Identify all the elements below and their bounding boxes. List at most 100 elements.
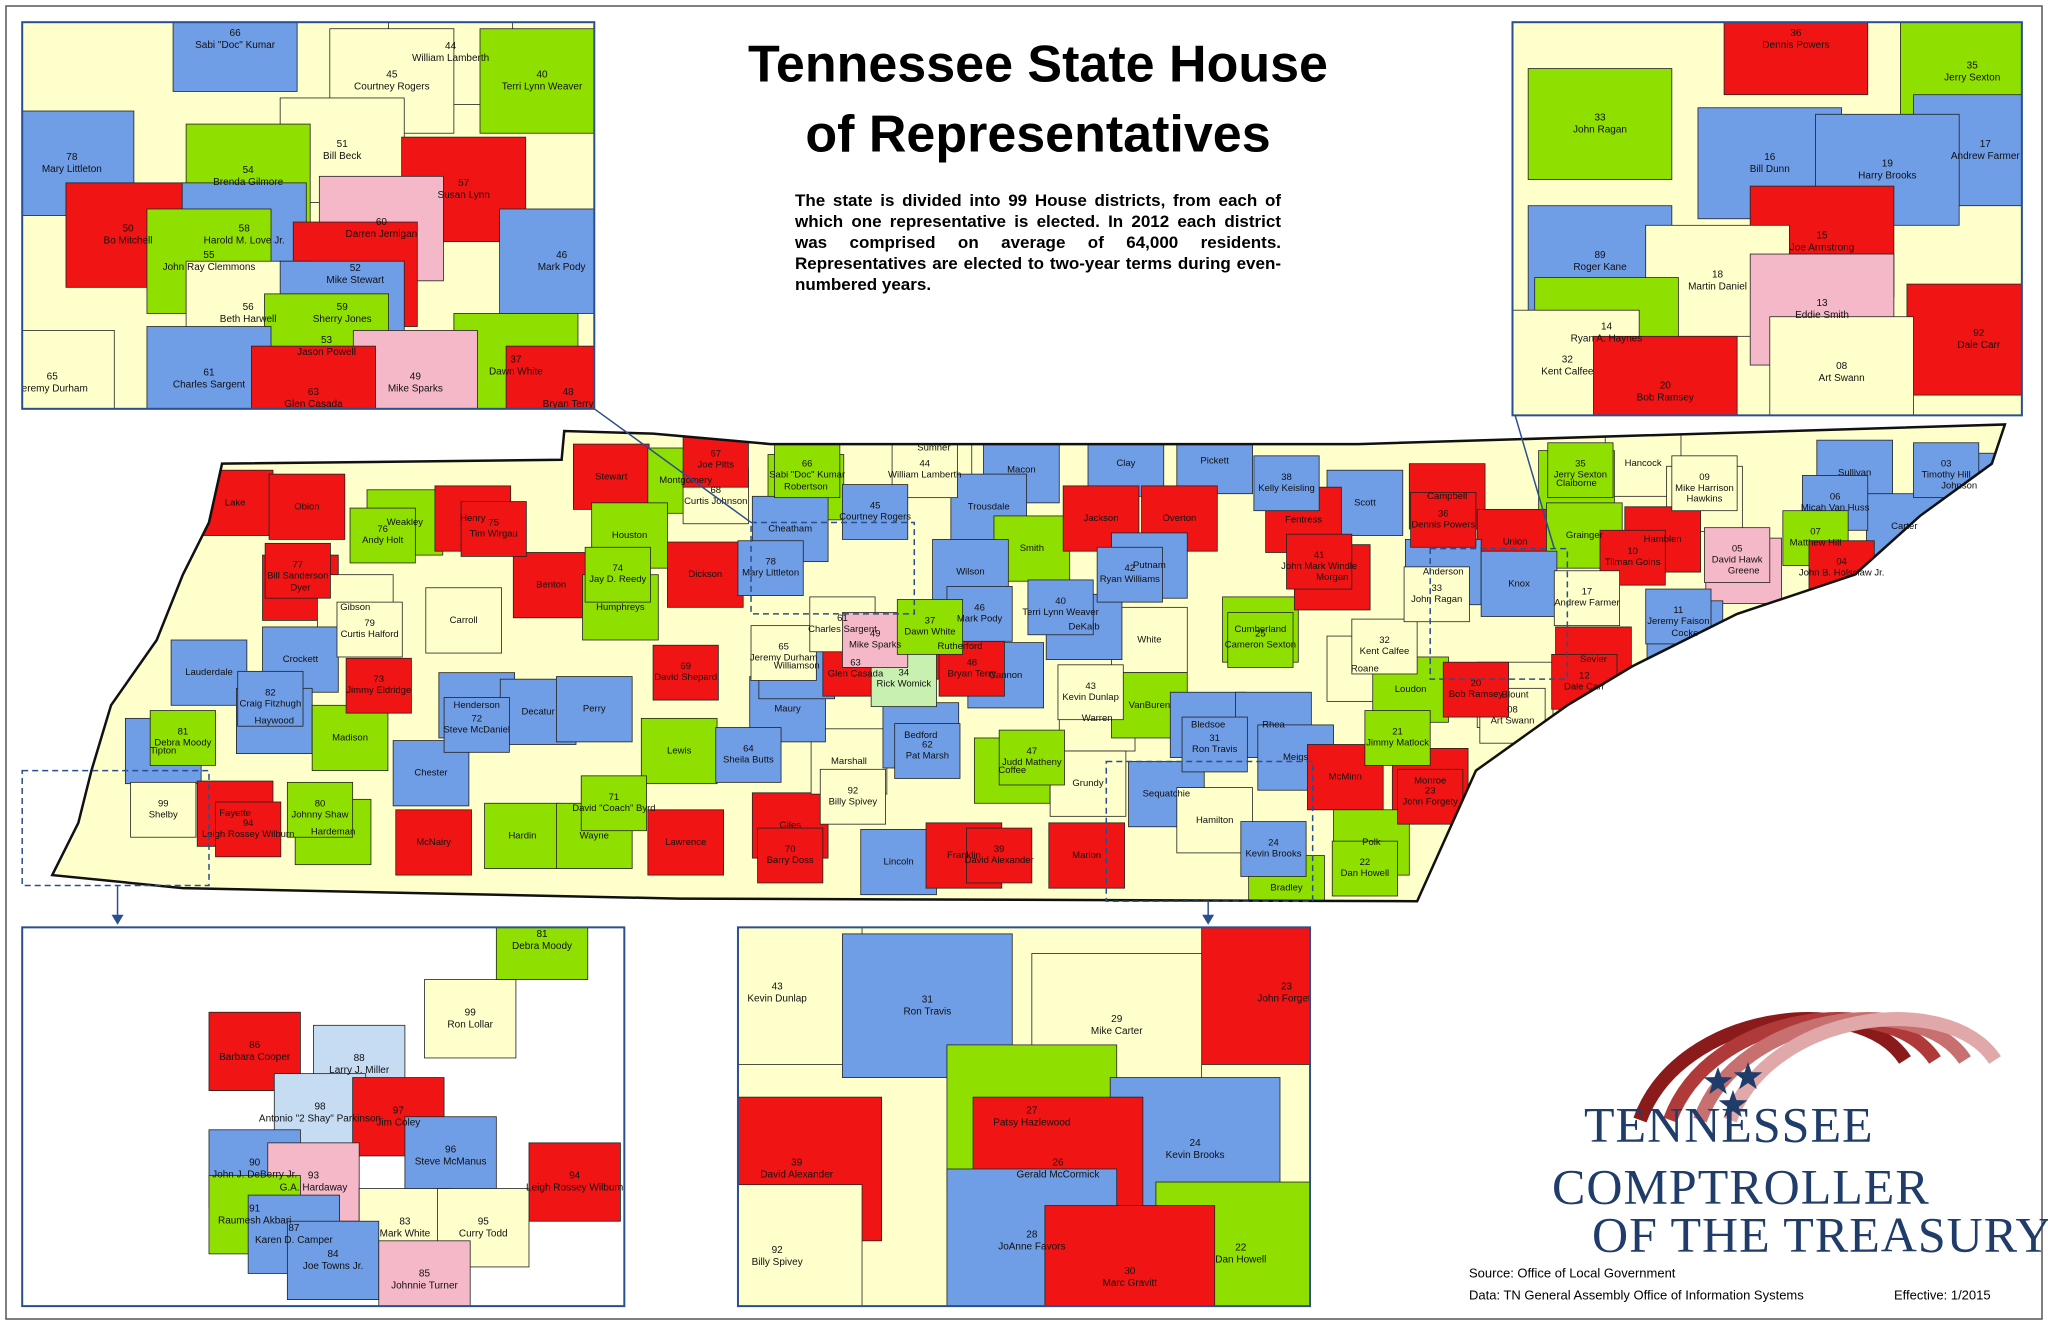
district-name: Cameron Sexton — [1225, 640, 1296, 651]
district-number: 07 — [1810, 527, 1821, 538]
district-number: 44 — [445, 41, 457, 52]
district-area — [264, 542, 331, 599]
district-number: 15 — [1816, 230, 1828, 241]
district-name: Courtney Rogers — [354, 82, 430, 93]
district-name: Shelby — [149, 809, 178, 820]
district-name: Billy Spivey — [752, 1257, 803, 1268]
county-label: Franklin — [947, 850, 981, 861]
county-label: McMinn — [1329, 772, 1362, 783]
logo-arc — [1663, 1012, 1941, 1123]
county-label: Crockett — [283, 654, 319, 665]
district-name: Billy Spivey — [829, 796, 878, 807]
district-number: 20 — [1660, 380, 1672, 391]
district-number: 33 — [1594, 113, 1606, 124]
district-number: 99 — [158, 798, 169, 809]
district-name: Rick Womick — [876, 679, 931, 690]
district-area — [896, 599, 964, 655]
district-number: 23 — [1425, 785, 1436, 796]
logo-arc — [1633, 1012, 1911, 1123]
county-area — [512, 552, 590, 619]
connector — [593, 408, 752, 524]
county-label: Cannon — [989, 670, 1022, 681]
district-name: Leigh Rossey Wilburn — [202, 829, 294, 840]
district-area — [1044, 1205, 1216, 1307]
district-number: 74 — [613, 563, 624, 574]
county-label: Decatur — [521, 706, 554, 717]
district-number: 66 — [230, 28, 242, 39]
county-label: Gibson — [340, 602, 370, 613]
district-number: 97 — [393, 1105, 405, 1116]
district-name: Bill Beck — [323, 151, 362, 162]
district-number: 92 — [772, 1245, 784, 1256]
district-area — [1201, 927, 1311, 1065]
district-number: 21 — [1392, 726, 1403, 737]
district-name: Timothy Hill — [1921, 470, 1970, 481]
district-number: 76 — [377, 524, 388, 535]
district-name: Leigh Rossey Wilburn — [526, 1183, 623, 1194]
district-name: Kevin Brooks — [1245, 848, 1301, 859]
district-name: Tilman Goins — [1605, 557, 1661, 568]
district-name: Roger Kane — [1573, 262, 1627, 273]
county-label: Williamson — [774, 661, 820, 672]
district-area — [584, 546, 651, 603]
county-label: Blount — [1502, 689, 1529, 700]
district-number: 66 — [802, 459, 813, 470]
district-number: 29 — [1111, 1014, 1123, 1025]
district-number: 13 — [1816, 298, 1828, 309]
district-number: 49 — [410, 371, 422, 382]
county-label: Lawrence — [665, 837, 706, 848]
district-number: 81 — [178, 726, 189, 737]
district-area — [1704, 527, 1771, 583]
county-label: Henderson — [453, 700, 499, 711]
district-name: Mike Carter — [1091, 1026, 1143, 1037]
district-area — [1527, 68, 1673, 180]
county-label: Henry — [460, 513, 486, 524]
district-number: 95 — [478, 1216, 490, 1227]
county-area — [860, 828, 937, 896]
county-label: Dyer — [290, 582, 310, 593]
district-number: 37 — [925, 615, 936, 626]
district-name: Dawn White — [489, 366, 543, 377]
district-number: 87 — [288, 1223, 300, 1234]
district-number: 89 — [1594, 250, 1606, 261]
county-label: Dickson — [688, 569, 722, 580]
logo-text: OF THE TREASURY — [1592, 1206, 2048, 1262]
district-name: Harold M. Love Jr. — [204, 236, 285, 247]
district-name: Barry Doss — [767, 855, 814, 866]
county-area — [484, 802, 561, 869]
district-number: 38 — [1281, 472, 1292, 483]
district-area — [1397, 768, 1464, 825]
county-label: Carter — [1891, 521, 1917, 532]
zoom-box — [1105, 760, 1314, 902]
district-number: 56 — [243, 302, 255, 313]
district-area — [479, 28, 595, 134]
district-name: Mike Sparks — [388, 383, 443, 394]
district-area — [737, 1184, 863, 1307]
county-label: Campbell — [1427, 491, 1467, 502]
county-label: Stewart — [595, 471, 628, 482]
district-number: 31 — [922, 994, 934, 1005]
logo-star — [1718, 1090, 1748, 1118]
district-number: 27 — [1026, 1105, 1038, 1116]
county-label: Cocke — [1671, 628, 1698, 639]
district-area — [208, 1011, 301, 1092]
zoom-box — [750, 521, 916, 615]
district-name: Bob Ramsey — [1449, 689, 1504, 700]
district-number: 92 — [1973, 328, 1985, 339]
county-label: Smith — [1020, 543, 1044, 554]
county-area — [268, 473, 346, 540]
state-outline — [50, 423, 2007, 903]
county-area — [667, 541, 744, 608]
district-number: 06 — [1830, 491, 1841, 502]
county-label: Scott — [1354, 497, 1376, 508]
district-name: Harry Brooks — [1858, 170, 1916, 181]
district-name: Ron Lollar — [447, 1019, 493, 1030]
county-label: Haywood — [254, 715, 294, 726]
county-label: Maury — [774, 704, 801, 715]
district-number: 46 — [556, 250, 568, 261]
county-label: Macon — [1007, 465, 1036, 476]
district-number: 78 — [765, 557, 776, 568]
district-name: Sabi "Doc" Kumar — [769, 470, 845, 481]
county-label: White — [1137, 635, 1161, 646]
